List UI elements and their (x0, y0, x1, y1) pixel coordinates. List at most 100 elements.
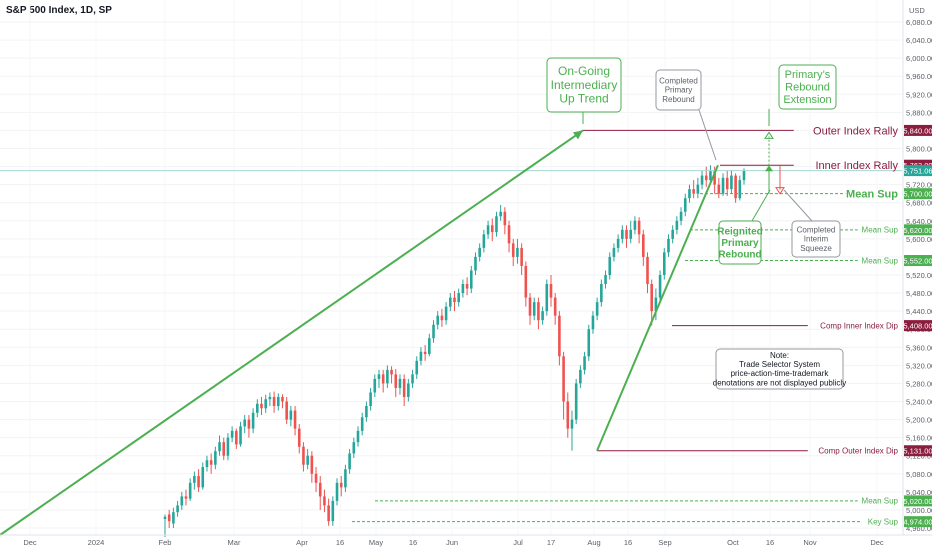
intermediary-trend-line (0, 129, 584, 536)
candle-body (327, 505, 330, 522)
level-price-text: 5,620.00 (903, 226, 932, 235)
last-price-text: 5,751.06 (903, 167, 932, 176)
callout-text: Note: (770, 351, 789, 360)
candle-body (507, 225, 511, 244)
callout-text: Intermediary (551, 78, 618, 92)
candle-body (465, 284, 469, 289)
callout-text: Completed (659, 76, 698, 85)
candle-body (344, 469, 347, 488)
x-tick-label: 16 (766, 538, 774, 547)
candle-body (339, 482, 343, 488)
candle-body (256, 403, 259, 413)
currency-label: USD (909, 6, 925, 15)
candle-body (662, 252, 666, 275)
candle-body (566, 401, 570, 429)
primary-rebound-line (596, 164, 719, 452)
candle-body (348, 453, 351, 470)
candle-body (499, 211, 502, 217)
candle-body (365, 406, 368, 418)
candle-body (675, 220, 679, 230)
candle-body (713, 171, 716, 185)
candle-body (600, 284, 603, 303)
candle-body (679, 211, 683, 221)
candle-body (377, 374, 381, 379)
level-label: Outer Index Rally (813, 125, 898, 137)
callout-text: price-action-time-trademark (731, 369, 830, 378)
callout-text: denotations are not displayed publicly (713, 378, 846, 387)
candle-body (390, 369, 393, 375)
candle-body (541, 311, 544, 321)
candle-body (511, 243, 515, 257)
x-tick-label: Jun (446, 538, 458, 547)
candle-body (163, 516, 167, 519)
candle-body (167, 514, 171, 522)
last-price-pill (904, 165, 932, 177)
candle-body (696, 184, 700, 194)
y-tick-label: 5,520.00 (906, 271, 932, 280)
candle-body (306, 455, 309, 465)
candle-body (629, 229, 633, 239)
candle-body (520, 247, 523, 266)
candle-body (717, 184, 721, 194)
y-tick-label: 5,640.00 (906, 217, 932, 226)
level-label: Mean Sup (862, 256, 899, 265)
level-price-pill (904, 188, 932, 200)
candle-body (612, 247, 616, 257)
candle-body (621, 229, 624, 239)
y-tick-label: 4,960.00 (906, 524, 932, 533)
candle-body (373, 378, 377, 393)
level-label: Comp Outer Index Dip (818, 447, 898, 456)
candle-body (297, 428, 301, 447)
x-tick-label: Mar (228, 538, 241, 547)
y-tick-label: 5,960.00 (906, 72, 932, 81)
x-axis[interactable]: Dec 2024 Feb Mar Apr 16 May 16 Jun Jul 17 Aug 16 Sep O… (0, 534, 932, 547)
candle-body (331, 500, 335, 522)
candle-body (209, 460, 213, 465)
callout-text: Trade Selector System (739, 360, 820, 369)
candle-body (725, 177, 729, 190)
candle-body (469, 270, 473, 289)
level-price-pill (904, 124, 932, 136)
candle-body (285, 401, 288, 420)
y-tick-label: 5,480.00 (906, 289, 932, 298)
candle-body (323, 496, 326, 506)
candle-body (545, 284, 549, 312)
candle-body (184, 496, 188, 499)
candle-body (524, 265, 528, 298)
candle-body (642, 234, 645, 257)
level-label: Key Sup (868, 517, 899, 526)
y-tick-label: 5,680.00 (906, 199, 932, 208)
candle-body (264, 399, 267, 409)
candle-body (537, 302, 540, 321)
candle-body (386, 369, 389, 384)
x-tick-label: Nov (803, 538, 817, 547)
y-tick-label: 5,080.00 (906, 470, 932, 479)
y-tick-label: 5,160.00 (906, 434, 932, 443)
y-tick-label: 6,000.00 (906, 54, 932, 63)
candle-body (356, 430, 360, 443)
y-tick-label: 5,280.00 (906, 379, 932, 388)
x-tick-label: Feb (159, 538, 172, 547)
candle-body (532, 302, 536, 316)
callout-box (546, 57, 622, 113)
callout-box (715, 348, 844, 390)
y-axis[interactable]: 6,080.00 6,040.00 6,000.00 5,960.00 5,920.00… (902, 0, 932, 535)
candle-body (235, 430, 238, 445)
candle-body (172, 512, 175, 524)
candle-body (650, 284, 653, 312)
candle-body (230, 430, 234, 438)
callout-pointer (698, 109, 717, 161)
candle-body (335, 482, 339, 501)
x-tick-label: Dec (870, 538, 884, 547)
candle-body (218, 442, 221, 452)
candle-body (444, 306, 448, 321)
candle-body (688, 189, 691, 199)
candle-body (310, 455, 314, 474)
